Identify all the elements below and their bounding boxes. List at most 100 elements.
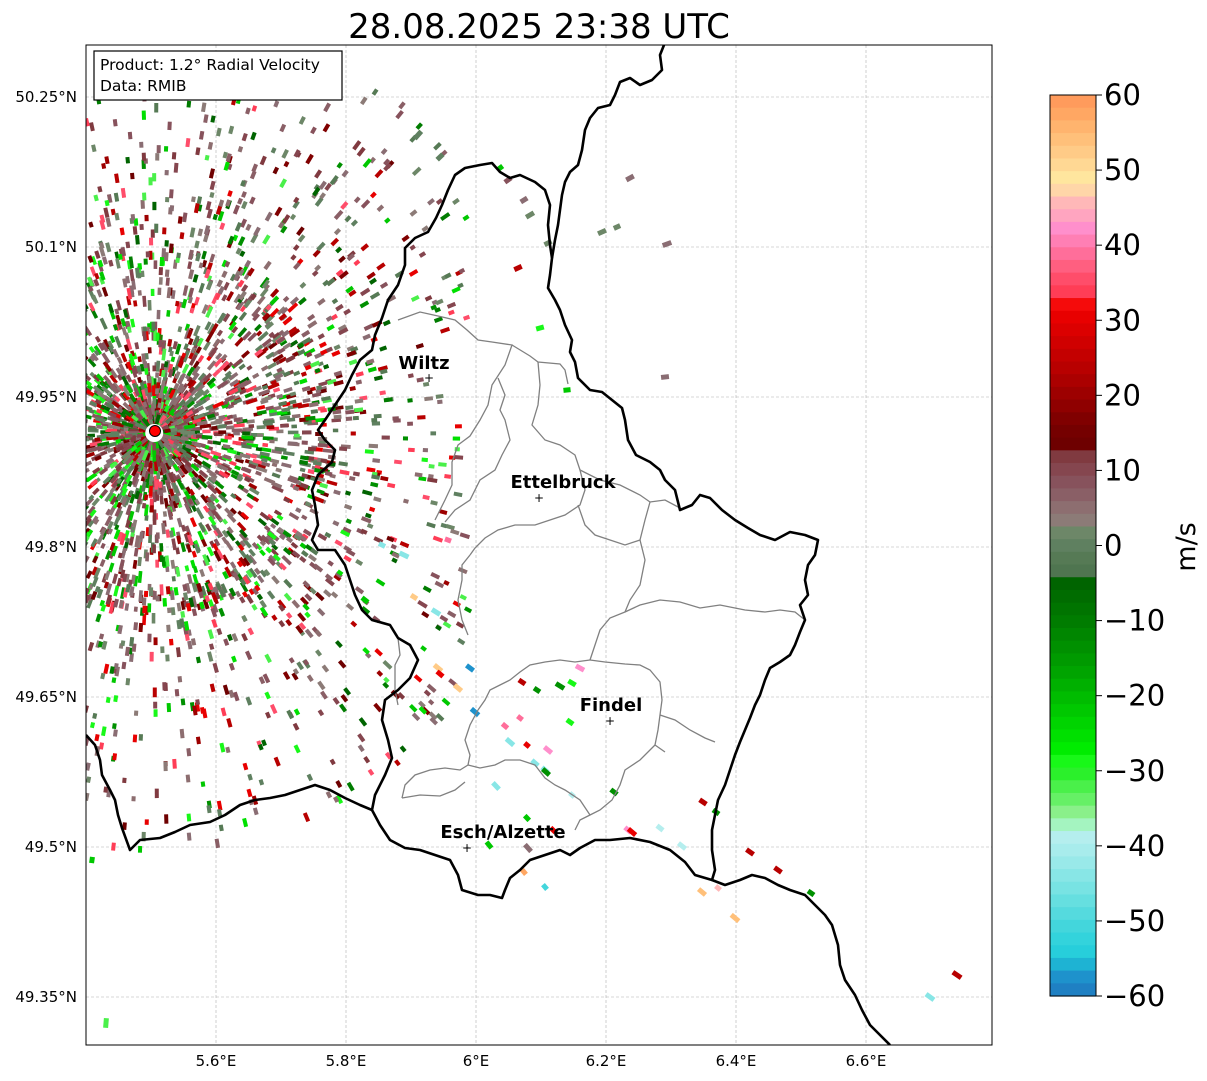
velocity-echo [224,540,234,552]
velocity-echo [183,621,190,631]
velocity-echo [168,638,174,646]
velocity-echo [157,287,162,296]
velocity-echo [193,325,201,337]
velocity-echo [194,498,201,506]
velocity-echo [278,313,287,322]
velocity-echo [362,158,372,169]
velocity-echo [251,306,262,318]
velocity-echo [96,408,103,415]
colorbar-swatch [1050,818,1096,832]
velocity-echo [382,319,391,327]
velocity-echo [103,207,110,218]
colorbar-swatch [1050,488,1096,502]
velocity-echo [180,436,189,442]
colorbar-swatch [1050,247,1096,261]
radar-site-marker [149,425,161,437]
colorbar-swatch [1050,589,1096,604]
velocity-echo [22,558,32,568]
colorbar-tick-label: 30 [1104,303,1141,337]
velocity-echo [263,476,276,485]
velocity-echo [98,633,105,640]
velocity-echo [155,372,160,378]
velocity-echo [231,633,239,642]
velocity-echo [350,620,358,628]
velocity-echo [174,408,185,418]
velocity-echo [354,586,365,595]
velocity-echo [212,400,225,409]
velocity-echo [259,569,267,578]
velocity-echo [87,426,97,432]
velocity-echo [93,278,100,287]
velocity-echo [221,373,232,383]
velocity-echo [282,295,290,303]
velocity-echo [66,270,73,280]
velocity-echo [422,381,430,387]
velocity-echo [60,588,67,596]
velocity-echo [320,349,328,356]
velocity-echo [206,280,214,291]
velocity-echo [202,429,211,434]
velocity-echo [108,601,115,614]
velocity-echo [3,453,14,458]
velocity-echo [352,140,362,151]
velocity-echo [24,525,34,534]
velocity-echo [368,443,379,449]
velocity-echo [86,288,87,296]
velocity-echo [164,428,171,434]
velocity-echo [363,323,375,332]
velocity-echo [125,504,133,516]
velocity-echo [97,641,104,648]
velocity-echo [67,451,73,456]
velocity-echo [165,529,171,538]
velocity-echo [154,102,159,113]
colorbar-swatch [1050,145,1096,160]
velocity-echo [258,388,271,397]
velocity-echo [185,138,191,148]
velocity-echo [67,507,74,513]
velocity-echo [368,506,376,513]
velocity-echo [7,322,18,332]
velocity-echo [129,268,135,281]
velocity-echo [255,465,268,474]
velocity-echo [55,501,65,510]
velocity-echo [133,547,139,557]
velocity-echo [446,610,457,619]
velocity-echo [223,638,230,647]
velocity-echo [161,424,169,431]
velocity-echo [193,457,203,466]
velocity-echo [91,144,97,153]
velocity-echo [333,344,341,351]
velocity-echo [159,543,164,552]
velocity-echo [297,234,306,243]
velocity-echo [245,107,251,115]
velocity-echo [124,646,131,657]
velocity-echo [10,414,20,419]
velocity-echo [202,505,210,513]
velocity-echo [252,458,263,465]
velocity-echo [339,703,348,713]
velocity-echo [54,413,62,418]
velocity-echo [95,373,105,383]
velocity-echo [87,357,97,368]
velocity-echo [183,533,190,543]
velocity-echo [134,422,147,431]
velocity-echo [612,223,622,231]
velocity-echo [241,444,252,450]
velocity-echo [315,388,322,394]
velocity-echo [346,781,355,792]
velocity-echo [339,469,350,476]
velocity-echo [198,469,208,479]
velocity-echo [298,622,307,631]
velocity-echo [169,350,174,357]
velocity-echo [376,262,386,271]
velocity-echo [120,569,126,579]
velocity-echo [244,553,254,564]
velocity-echo [262,442,269,448]
velocity-echo [238,311,248,321]
velocity-echo [239,250,246,258]
velocity-echo [218,430,227,435]
velocity-echo [100,672,106,680]
velocity-echo [314,629,323,638]
velocity-echo [358,717,368,727]
velocity-echo [76,395,82,401]
